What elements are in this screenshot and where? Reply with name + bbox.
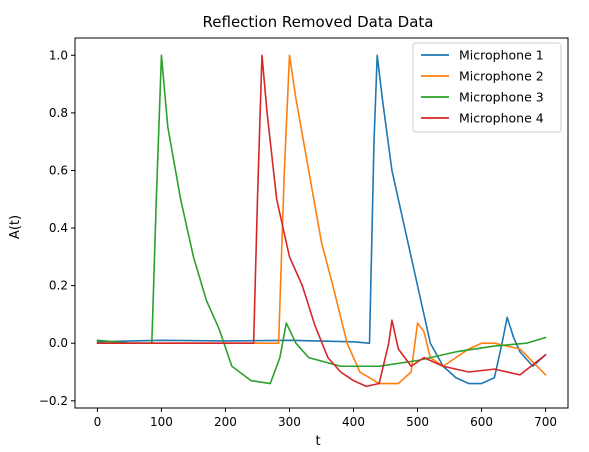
y-tick-label: 0.0 xyxy=(49,336,68,350)
legend-label-1: Microphone 1 xyxy=(459,48,544,63)
legend-label-3: Microphone 3 xyxy=(459,90,544,105)
x-tick-label: 400 xyxy=(342,415,365,429)
series-layer xyxy=(96,54,547,388)
legend-label-2: Microphone 2 xyxy=(459,69,544,84)
x-tick-label: 0 xyxy=(94,415,102,429)
y-tick-label: 1.0 xyxy=(49,48,68,62)
x-tick-label: 200 xyxy=(214,415,237,429)
series-line-1 xyxy=(96,54,547,385)
y-tick-label: 0.8 xyxy=(49,106,68,120)
axes-layer: 0 100 200 300 400 500 600 700 −0.2 0.0 0.2 0.4 0.6 0.… xyxy=(39,37,569,429)
legend-box xyxy=(412,42,562,133)
x-tick-label: 300 xyxy=(278,415,301,429)
x-axis-title: t xyxy=(315,434,320,449)
x-tick-label: 700 xyxy=(534,415,557,429)
y-tick-label: 0.6 xyxy=(49,163,68,177)
y-tick-label: −0.2 xyxy=(39,394,68,408)
chart-title: Reflection Removed Data Data xyxy=(203,13,434,31)
legend-label-4: Microphone 4 xyxy=(459,111,544,126)
y-tick-label: 0.2 xyxy=(49,279,68,293)
y-axis-title: A(t) xyxy=(8,215,23,239)
series-line-4 xyxy=(96,54,547,388)
x-tick-label: 100 xyxy=(150,415,173,429)
y-tick-label: 0.4 xyxy=(49,221,68,235)
plot-frame xyxy=(74,37,569,409)
x-tick-label: 500 xyxy=(406,415,429,429)
x-tick-label: 600 xyxy=(470,415,493,429)
series-line-3 xyxy=(96,54,547,385)
legend: Microphone 1 Microphone 2 Microphone 3 Micr… xyxy=(412,42,562,133)
